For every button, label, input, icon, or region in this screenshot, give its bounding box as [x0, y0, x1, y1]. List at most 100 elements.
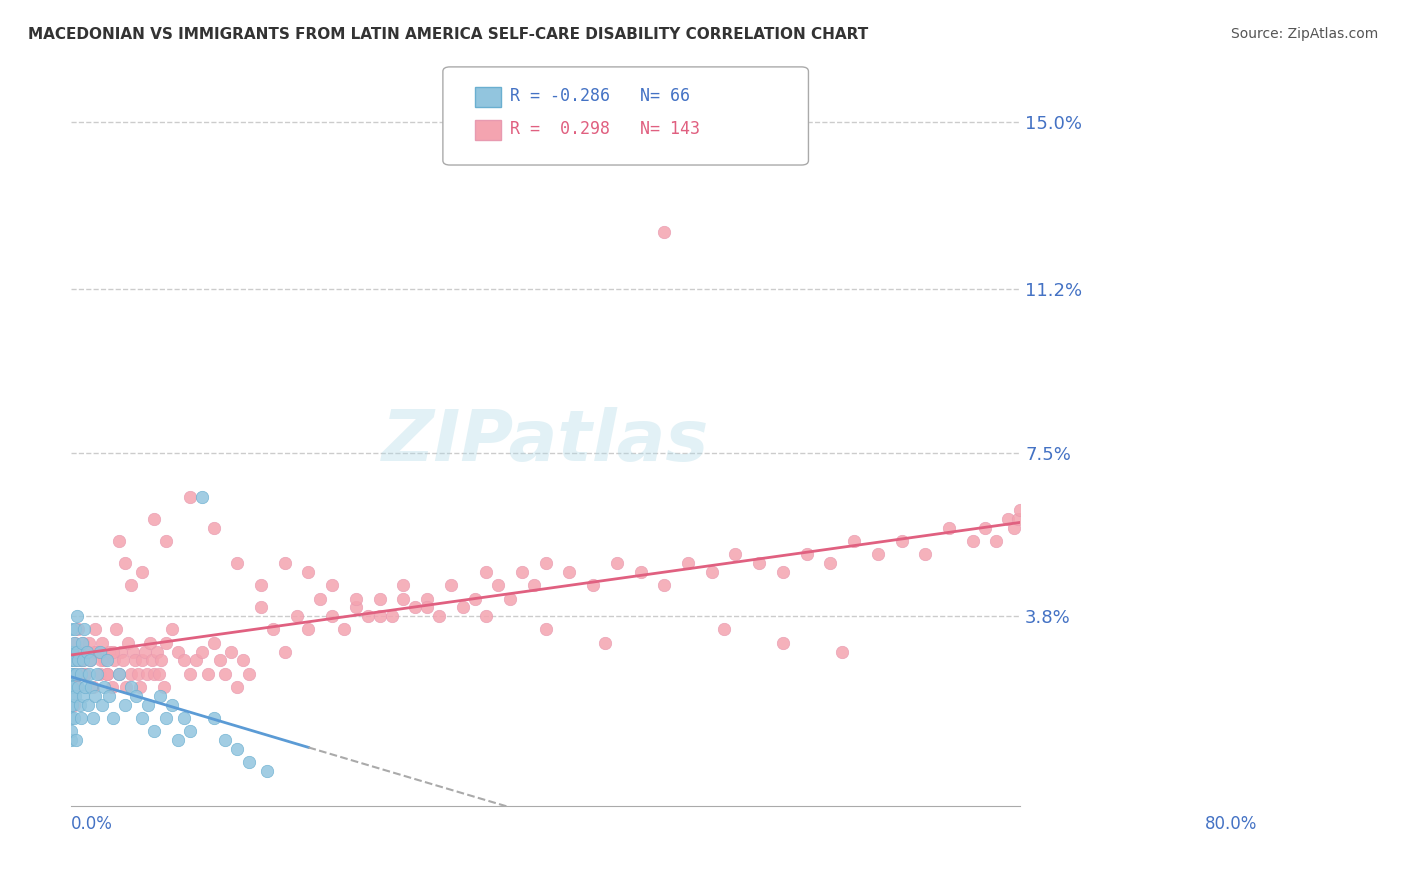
Point [60, 680, 83, 694]
Point [214, 732, 236, 747]
Point [70, 636, 93, 650]
Point [62, 644, 84, 658]
Point [60, 666, 83, 681]
Point [60, 724, 83, 739]
Point [62, 666, 84, 681]
Point [700, 565, 723, 579]
Point [105, 623, 128, 637]
Point [91, 698, 114, 712]
Point [285, 609, 308, 624]
Point [112, 653, 135, 667]
Point [392, 591, 415, 606]
Point [122, 644, 145, 658]
Point [321, 609, 343, 624]
Point [114, 698, 136, 712]
Point [65, 732, 87, 747]
Point [76, 644, 98, 658]
Point [67, 653, 90, 667]
Point [179, 666, 201, 681]
Point [831, 644, 853, 658]
Point [117, 636, 139, 650]
Point [66, 680, 89, 694]
Point [962, 534, 984, 549]
Point [593, 636, 616, 650]
Point [72, 653, 94, 667]
Point [173, 653, 195, 667]
Point [238, 666, 260, 681]
Point [150, 653, 173, 667]
Point [155, 636, 177, 650]
Point [184, 653, 207, 667]
Point [79, 653, 101, 667]
Point [107, 666, 129, 681]
Point [820, 556, 842, 570]
Point [333, 623, 356, 637]
Point [392, 578, 415, 592]
Point [208, 653, 231, 667]
Point [62, 698, 84, 712]
Point [62, 680, 84, 694]
Point [84, 689, 107, 703]
Point [107, 534, 129, 549]
Point [96, 666, 118, 681]
Point [582, 578, 605, 592]
Point [138, 698, 160, 712]
Point [63, 636, 86, 650]
Point [226, 680, 249, 694]
Point [120, 680, 142, 694]
Point [297, 623, 319, 637]
Point [62, 666, 84, 681]
Point [75, 680, 97, 694]
Point [232, 653, 254, 667]
Point [63, 666, 86, 681]
Point [250, 600, 273, 615]
Point [173, 711, 195, 725]
Point [69, 698, 91, 712]
Point [558, 565, 581, 579]
Point [80, 680, 103, 694]
Point [69, 711, 91, 725]
Point [262, 623, 284, 637]
Point [86, 666, 108, 681]
Point [145, 644, 167, 658]
Point [155, 711, 177, 725]
Point [93, 653, 115, 667]
Point [190, 644, 212, 658]
Point [67, 680, 90, 694]
Point [748, 556, 770, 570]
Point [134, 644, 156, 658]
Point [141, 653, 163, 667]
Point [143, 666, 166, 681]
Point [440, 578, 463, 592]
Point [90, 653, 112, 667]
Point [842, 534, 865, 549]
Point [72, 636, 94, 650]
Point [84, 623, 107, 637]
Point [197, 666, 219, 681]
Point [60, 653, 83, 667]
Point [475, 565, 498, 579]
Point [890, 534, 912, 549]
Point [60, 689, 83, 703]
Point [84, 644, 107, 658]
Point [344, 600, 367, 615]
Point [486, 578, 509, 592]
Point [69, 666, 91, 681]
Point [60, 732, 83, 747]
Point [86, 644, 108, 658]
Point [148, 666, 170, 681]
Point [226, 741, 249, 756]
Point [107, 666, 129, 681]
Point [125, 689, 148, 703]
Point [136, 666, 159, 681]
Point [63, 623, 86, 637]
Point [72, 689, 94, 703]
Point [101, 644, 124, 658]
Point [76, 698, 98, 712]
Point [914, 548, 936, 562]
Point [606, 556, 628, 570]
Point [62, 653, 84, 667]
Point [77, 666, 100, 681]
Point [103, 653, 125, 667]
Point [160, 698, 183, 712]
